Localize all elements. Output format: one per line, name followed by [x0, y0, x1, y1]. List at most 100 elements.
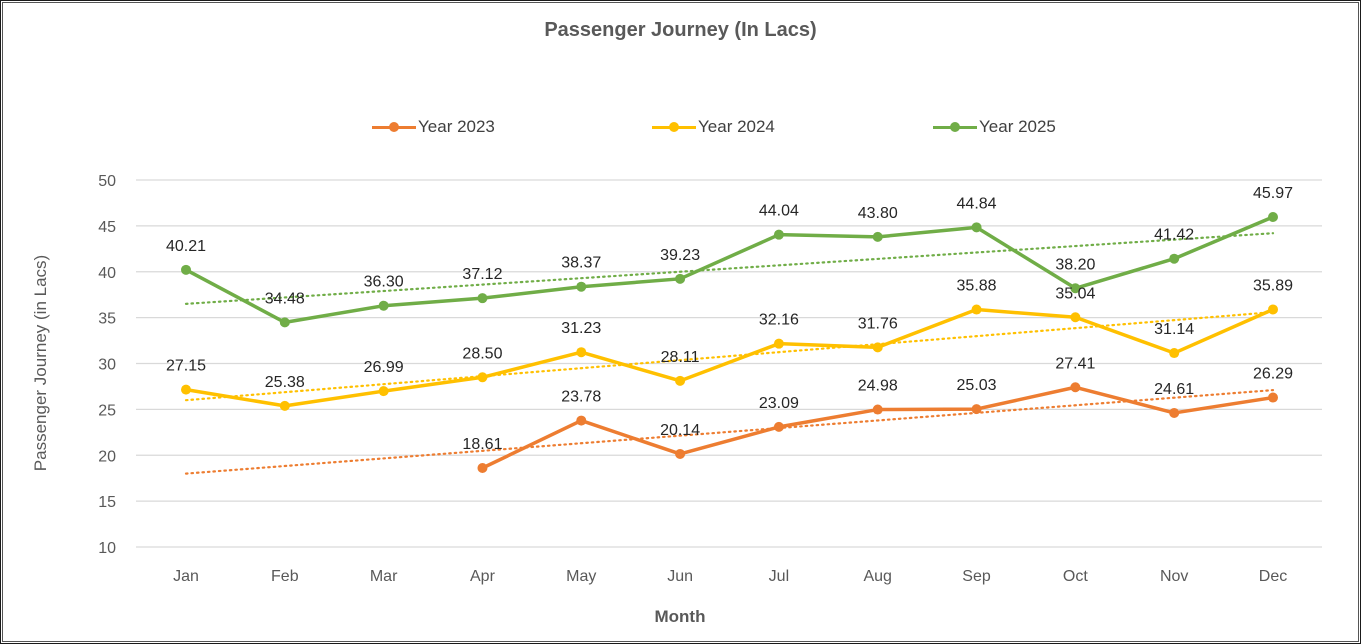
y-tick-label: 25 [98, 402, 116, 419]
y-tick-label: 20 [98, 448, 116, 465]
data-label: 31.76 [858, 315, 898, 332]
legend-item-2023[interactable]: Year 2023 [372, 117, 495, 137]
data-label: 36.30 [364, 274, 404, 291]
series-lines [181, 211, 1278, 474]
legend-marker-icon [933, 121, 977, 133]
data-label: 28.50 [462, 345, 502, 362]
x-tick-label: May [566, 568, 596, 585]
data-label: 43.80 [858, 205, 898, 222]
data-point[interactable] [971, 404, 982, 415]
data-label: 28.11 [661, 349, 700, 366]
data-point[interactable] [378, 300, 389, 311]
y-tick-label: 15 [98, 494, 116, 511]
data-point[interactable] [773, 229, 784, 240]
data-point[interactable] [773, 338, 784, 349]
y-tick-label: 40 [98, 265, 116, 282]
data-point[interactable] [872, 231, 883, 242]
data-label: 18.61 [462, 436, 502, 453]
data-label: 26.99 [364, 359, 404, 376]
x-axis-ticks: Jan Feb Mar Apr May Jun Jul Aug Sep Oct Nov Dec [173, 568, 1287, 585]
data-point[interactable] [378, 386, 389, 397]
data-point[interactable] [1169, 348, 1180, 359]
legend-label: Year 2025 [979, 117, 1056, 136]
data-point[interactable] [477, 463, 488, 474]
x-axis-title: Month [655, 607, 706, 626]
y-tick-label: 35 [98, 311, 116, 328]
data-point[interactable] [1268, 211, 1278, 222]
data-label: 44.84 [957, 195, 997, 212]
gridlines [136, 179, 1322, 548]
data-point[interactable] [1070, 283, 1081, 294]
data-point[interactable] [181, 264, 191, 275]
data-label: 27.41 [1055, 355, 1095, 372]
data-point[interactable] [477, 372, 488, 383]
x-tick-label: Sep [962, 568, 991, 585]
data-label: 44.04 [759, 203, 799, 220]
data-point[interactable] [1070, 312, 1081, 323]
y-tick-label: 30 [98, 357, 116, 374]
data-point[interactable] [1268, 392, 1278, 403]
data-label: 39.23 [660, 247, 700, 264]
chart-title: Passenger Journey (In Lacs) [544, 19, 817, 41]
legend: Year 2023 Year 2024 Year 2025 [0, 117, 1361, 139]
data-point[interactable] [477, 293, 488, 304]
data-label: 34.48 [265, 290, 305, 307]
data-labels: 18.61 23.78 20.14 23.09 24.98 25.03 27.41 24.61… [166, 185, 1293, 453]
data-point[interactable] [1268, 304, 1278, 315]
x-tick-label: Jul [769, 568, 789, 585]
data-point[interactable] [971, 304, 982, 315]
data-label: 26.29 [1253, 366, 1293, 383]
data-point[interactable] [576, 415, 587, 426]
data-point[interactable] [279, 317, 290, 328]
data-label: 20.14 [660, 422, 700, 439]
data-label: 24.61 [1154, 381, 1194, 398]
data-label: 41.42 [1154, 227, 1194, 244]
series-line-year-2025 [185, 215, 1274, 325]
data-point[interactable] [971, 222, 982, 233]
legend-label: Year 2023 [418, 117, 495, 136]
data-label: 35.04 [1055, 285, 1095, 302]
data-label: 35.89 [1253, 277, 1293, 294]
x-tick-label: Jan [173, 568, 199, 585]
data-point[interactable] [279, 400, 290, 411]
data-label: 37.12 [462, 266, 502, 283]
data-point[interactable] [872, 342, 883, 353]
data-label: 23.09 [759, 395, 799, 412]
data-point[interactable] [181, 384, 191, 395]
data-label: 31.23 [561, 320, 601, 337]
x-tick-label: Feb [271, 568, 299, 585]
data-point[interactable] [1070, 382, 1081, 393]
data-point[interactable] [1169, 253, 1180, 264]
y-tick-label: 10 [98, 540, 116, 557]
legend-marker-icon [372, 121, 416, 133]
y-axis-title: Passenger Journey (in Lacs) [31, 255, 50, 471]
trendline-year-2025 [184, 232, 1275, 305]
x-tick-label: Nov [1160, 568, 1188, 585]
data-point[interactable] [576, 281, 587, 292]
legend-item-2025[interactable]: Year 2025 [933, 117, 1056, 137]
data-label: 24.98 [858, 378, 898, 395]
data-label: 25.38 [265, 374, 305, 391]
x-tick-label: Mar [370, 568, 398, 585]
x-tick-label: Jun [667, 568, 693, 585]
data-point[interactable] [675, 448, 686, 459]
series-line-year-2024 [185, 307, 1274, 408]
data-point[interactable] [872, 404, 883, 415]
data-label: 25.03 [957, 377, 997, 394]
data-point[interactable] [773, 421, 784, 432]
data-label: 27.15 [166, 358, 206, 375]
legend-item-2024[interactable]: Year 2024 [652, 117, 775, 137]
data-label: 32.16 [759, 312, 799, 329]
x-tick-label: Oct [1063, 568, 1088, 585]
data-label: 31.14 [1154, 321, 1194, 338]
data-point[interactable] [1169, 407, 1180, 418]
y-tick-label: 45 [98, 219, 116, 236]
data-label: 45.97 [1253, 185, 1293, 202]
data-point[interactable] [675, 375, 686, 386]
data-point[interactable] [675, 273, 686, 284]
data-label: 38.20 [1055, 256, 1095, 273]
data-point[interactable] [576, 347, 587, 358]
